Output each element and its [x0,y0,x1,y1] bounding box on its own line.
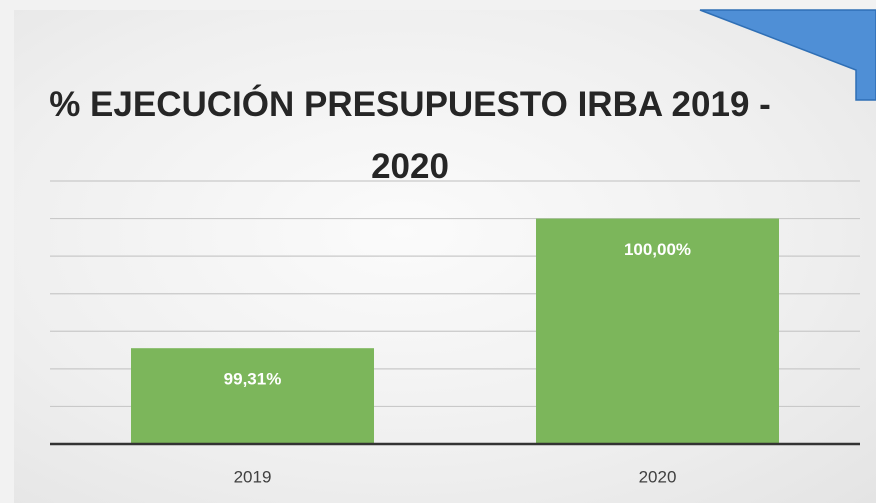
bar [131,348,374,444]
bar [536,218,779,444]
data-label: 100,00% [624,240,691,259]
x-tick-label: 2020 [639,467,677,486]
data-label: 99,31% [224,370,282,389]
x-tick-label: 2019 [234,467,272,486]
decoration [699,9,876,101]
chart-title: % EJECUCIÓN PRESUPUESTO IRBA 2019 - 2020 [49,85,771,186]
